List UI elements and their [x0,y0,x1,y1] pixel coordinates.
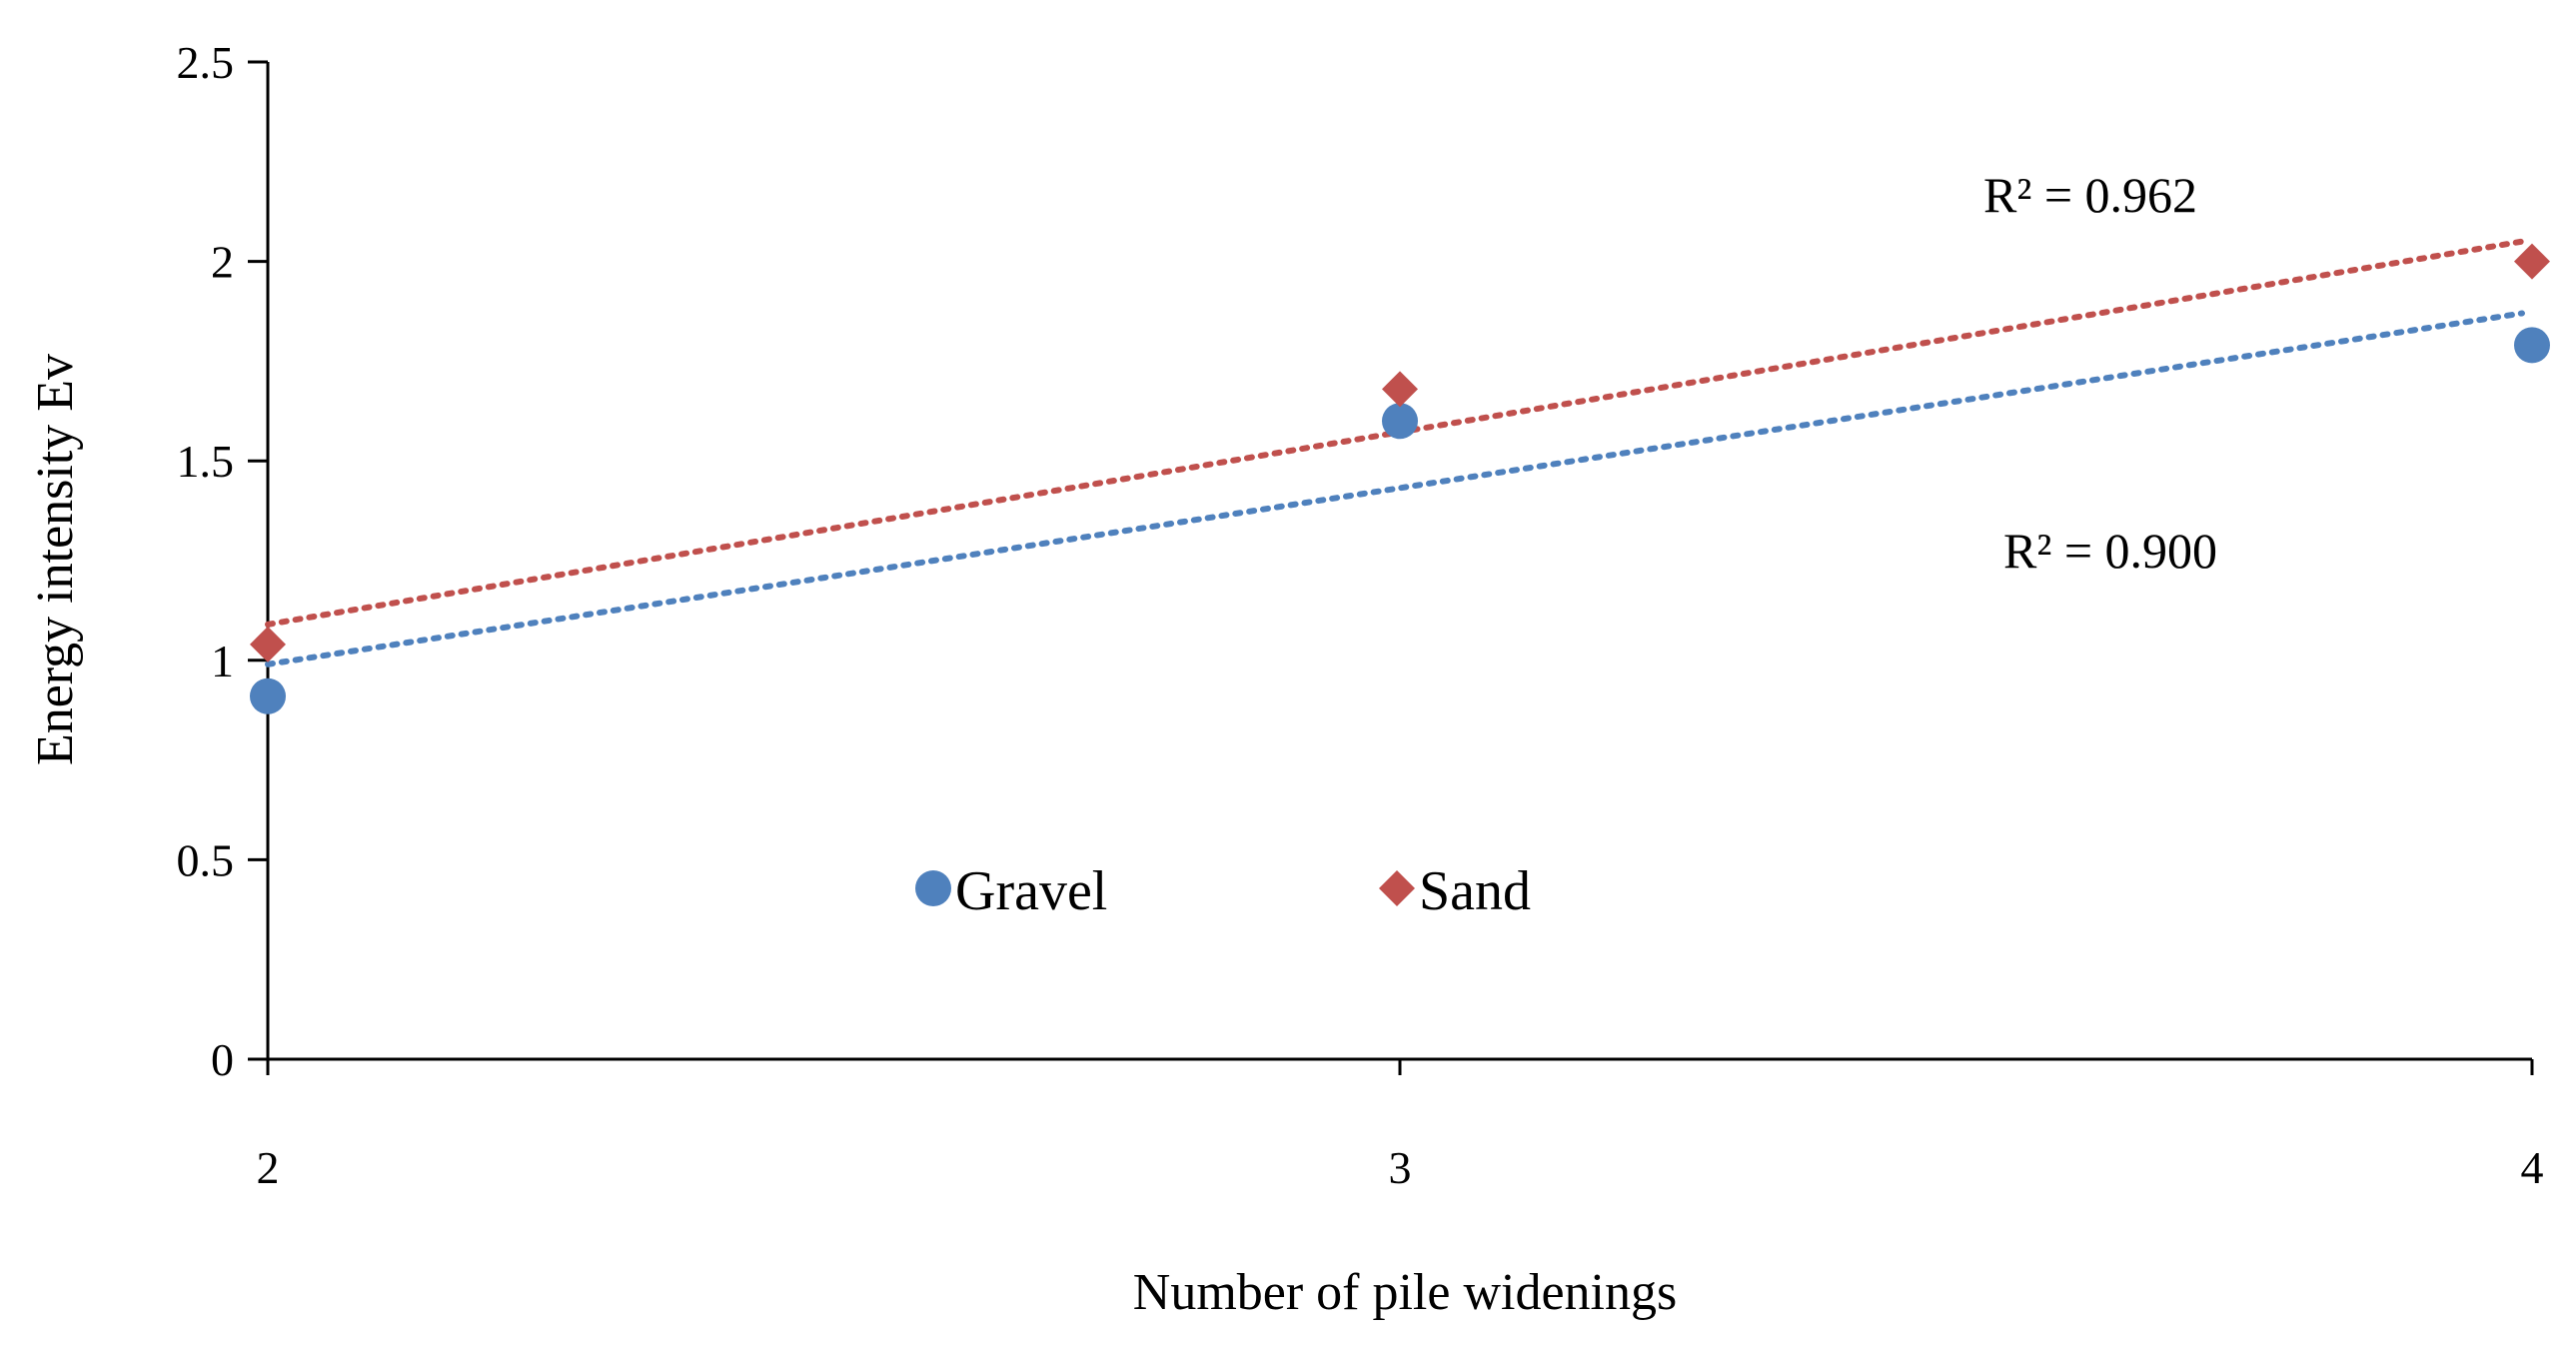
sand-trendline [265,238,2525,628]
data-points [250,243,2550,714]
gravel-trendline [265,310,2525,668]
gravel-point [2514,327,2550,364]
y-tick-label: 2 [211,237,234,288]
legend-sand-marker [1379,870,1415,906]
x-tick-label: 4 [2521,1142,2544,1193]
sand-point [2514,243,2550,280]
sand-r2-label: R² = 0.962 [1983,167,2197,223]
y-axis-title: Energy intensity Ev [27,354,84,765]
sand-point [250,626,286,663]
x-tick-label: 3 [1389,1142,1412,1193]
y-tick-label: 2.5 [177,37,235,88]
x-ticks: 2 3 4 [257,1059,2544,1193]
gravel-point [250,677,286,714]
y-ticks: 0 0.5 1 1.5 2 2.5 [177,37,268,1085]
gravel-r2-label: R² = 0.900 [2003,523,2217,579]
x-tick-label: 2 [257,1142,280,1193]
legend-gravel-marker [915,870,951,906]
sand-point [1382,371,1418,408]
x-axis-title: Number of pile widenings [1133,1264,1677,1321]
y-tick-label: 1.5 [177,436,235,487]
trendlines [265,238,2525,668]
y-tick-label: 1 [211,636,234,686]
y-tick-label: 0 [211,1034,234,1085]
legend-sand-label: Sand [1419,860,1531,922]
y-tick-label: 0.5 [177,834,235,885]
gravel-point [1382,403,1418,440]
r2-labels: R² = 0.900 R² = 0.962 [1983,167,2217,579]
legend: Gravel Sand [915,860,1531,922]
legend-gravel-label: Gravel [955,860,1107,922]
